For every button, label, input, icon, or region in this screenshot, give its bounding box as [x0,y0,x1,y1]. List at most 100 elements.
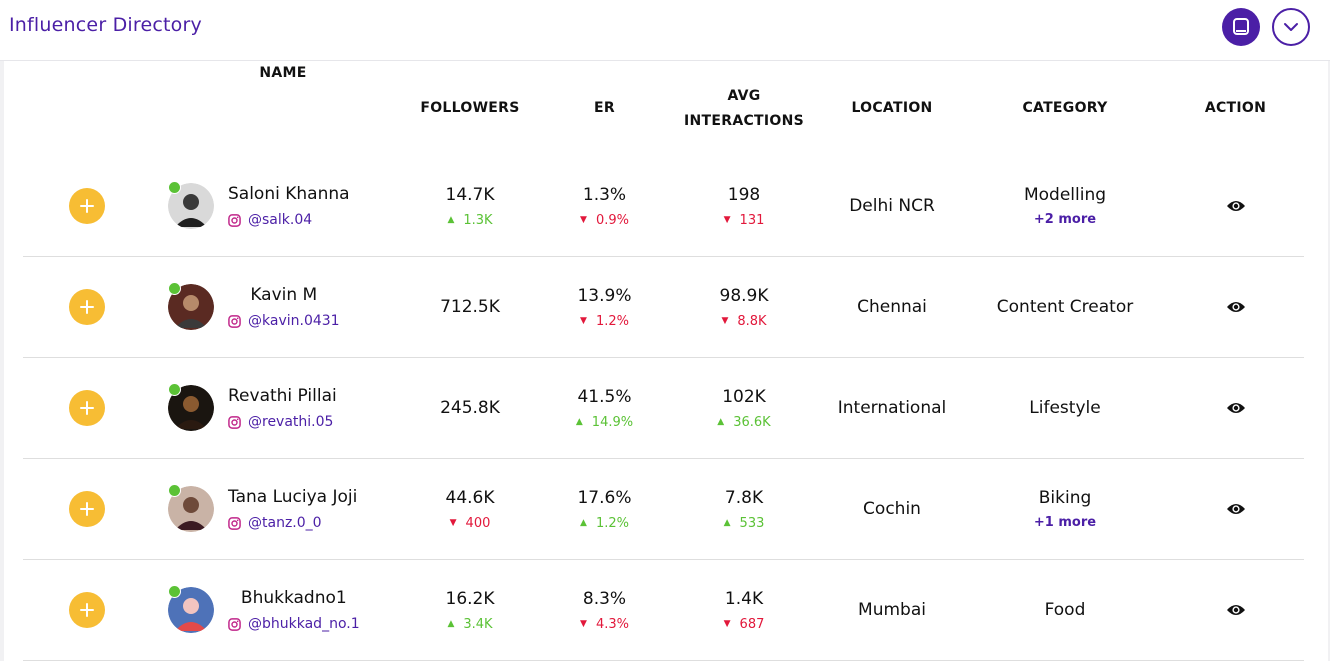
er-change-value: 1.2% [595,515,629,531]
action-cell [1167,459,1304,559]
location-value: Delhi NCR [849,196,935,216]
location-cell: Mumbai [821,560,963,660]
handle-text: @tanz.0_0 [248,515,322,531]
avatar[interactable] [168,484,214,532]
plus-icon [80,199,94,213]
trend-arrow-icon: ▼ [449,518,457,528]
instagram-handle-link[interactable]: @tanz.0_0 [228,515,357,531]
add-to-list-button[interactable] [69,491,105,527]
plus-icon [80,300,94,314]
view-profile-eye-icon[interactable] [1226,502,1246,516]
er-cell: 41.5% ▲ 14.9% [542,358,667,458]
add-to-list-button[interactable] [69,592,105,628]
add-cell [68,358,106,458]
followers-change-value: 1.3K [463,212,493,228]
more-categories-link[interactable]: +1 more [1033,515,1097,530]
expand-button[interactable] [1272,8,1310,46]
add-to-list-button[interactable] [69,289,105,325]
er-change: ▲ 1.2% [580,516,629,531]
avg-interactions-change-value: 687 [739,616,765,632]
avg-interactions-value: 7.8K [724,487,764,508]
er-change: ▼ 4.3% [580,617,629,632]
add-cell [68,560,106,660]
category-value: Lifestyle [1029,398,1101,418]
table-row: Bhukkadno1 @bhukkad_no.1 16.2K ▲ 3.4K [23,560,1304,661]
online-status-dot [168,181,181,194]
trend-arrow-icon: ▼ [580,316,587,326]
avatar[interactable] [168,585,214,633]
followers-change: ▼ 400 [450,516,491,531]
er-value: 41.5% [577,386,632,407]
name-cell: Revathi Pillai @revathi.05 [168,358,398,458]
avatar-photo [168,183,214,229]
category-cell: Content Creator [963,257,1167,357]
table-row: Saloni Khanna @salk.04 14.7K ▲ 1.3K [23,156,1304,257]
trend-arrow-icon: ▲ [580,518,587,528]
followers-value: 16.2K [445,588,495,609]
handle-text: @revathi.05 [248,414,334,430]
column-header-followers: FOLLOWERS [420,100,520,116]
more-categories-link[interactable]: +2 more [1033,212,1097,227]
followers-value: 712.5K [440,297,500,317]
instagram-handle-link[interactable]: @salk.04 [228,212,350,228]
category-cell: Food [963,560,1167,660]
avatar-photo [168,385,214,431]
view-profile-eye-icon[interactable] [1226,300,1246,314]
instagram-icon [228,314,241,328]
column-header-name: NAME [259,65,307,81]
avg-interactions-value: 98.9K [719,285,769,306]
handle-text: @kavin.0431 [248,313,340,329]
category-cell: Biking +1 more [963,459,1167,559]
avg-interactions-change-value: 533 [739,515,765,531]
followers-change-value: 400 [465,515,491,531]
column-header-avg-line1: AVG [727,87,761,104]
er-value: 8.3% [582,588,627,609]
followers-value: 245.8K [440,398,500,418]
chat-icon [1233,18,1249,35]
avg-interactions-change-value: 131 [739,212,765,228]
instagram-handle-link[interactable]: @revathi.05 [228,414,337,430]
followers-cell: 44.6K ▼ 400 [398,459,542,559]
avatar[interactable] [168,282,214,330]
name-cell: Kavin M @kavin.0431 [168,257,398,357]
avg-interactions-change: ▼ 8.8K [721,314,766,329]
followers-cell: 712.5K [398,257,542,357]
category-value: Food [1044,600,1086,620]
trend-arrow-icon: ▼ [723,619,731,629]
avatar[interactable] [168,181,214,229]
avg-interactions-cell: 98.9K ▼ 8.8K [667,257,821,357]
add-cell [68,156,106,256]
er-value: 13.9% [577,285,632,306]
plus-icon [80,502,94,516]
avatar[interactable] [168,383,214,431]
influencer-profile: Saloni Khanna @salk.04 [168,181,350,229]
view-profile-eye-icon[interactable] [1226,603,1246,617]
add-to-list-button[interactable] [69,390,105,426]
avg-interactions-cell: 198 ▼ 131 [667,156,821,256]
instagram-handle-link[interactable]: @kavin.0431 [228,313,340,329]
online-status-dot [168,585,181,598]
er-change-value: 14.9% [591,414,634,430]
trend-arrow-icon: ▼ [580,215,587,225]
action-cell [1167,257,1304,357]
add-to-list-button[interactable] [69,188,105,224]
instagram-handle-link[interactable]: @bhukkad_no.1 [228,616,360,632]
er-change: ▼ 0.9% [580,213,629,228]
chat-button[interactable] [1222,8,1260,46]
directory-panel: NAME FOLLOWERS ER AVG INTERACTIONS LOCAT… [4,61,1328,661]
view-profile-eye-icon[interactable] [1226,401,1246,415]
plus-icon [80,603,94,617]
avg-interactions-change: ▼ 687 [724,617,765,632]
online-status-dot [168,282,181,295]
view-profile-eye-icon[interactable] [1226,199,1246,213]
avg-interactions-cell: 7.8K ▲ 533 [667,459,821,559]
influencer-table: NAME FOLLOWERS ER AVG INTERACTIONS LOCAT… [23,61,1304,661]
table-row: Tana Luciya Joji @tanz.0_0 44.6K ▼ 400 [23,459,1304,560]
avg-interactions-change: ▲ 36.6K [717,415,770,430]
column-header-avg-line2: INTERACTIONS [684,112,804,129]
trend-arrow-icon: ▼ [723,215,731,225]
trend-arrow-icon: ▼ [721,316,729,326]
column-header-location: LOCATION [851,100,933,116]
influencer-name: Kavin M [250,285,318,305]
action-cell [1167,358,1304,458]
